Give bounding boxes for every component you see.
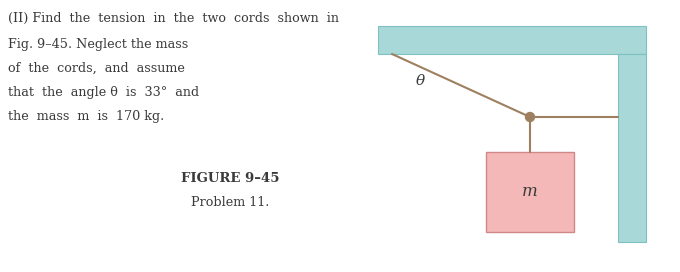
Text: Problem 11.: Problem 11.	[191, 196, 269, 209]
Text: that  the  angle θ  is  33°  and: that the angle θ is 33° and	[8, 86, 199, 99]
Bar	[378, 26, 646, 54]
Text: θ: θ	[415, 74, 424, 88]
Text: of  the  cords,  and  assume: of the cords, and assume	[8, 62, 185, 75]
Text: m: m	[522, 184, 538, 200]
Text: (II) Find  the  tension  in  the  two  cords  shown  in: (II) Find the tension in the two cords s…	[8, 12, 339, 25]
Text: Fig. 9–45. Neglect the mass: Fig. 9–45. Neglect the mass	[8, 38, 188, 51]
Bar	[618, 54, 646, 242]
Circle shape	[526, 113, 534, 122]
Text: FIGURE 9–45: FIGURE 9–45	[181, 172, 279, 185]
Text: the  mass  m  is  170 kg.: the mass m is 170 kg.	[8, 110, 165, 123]
Bar	[486, 152, 574, 232]
